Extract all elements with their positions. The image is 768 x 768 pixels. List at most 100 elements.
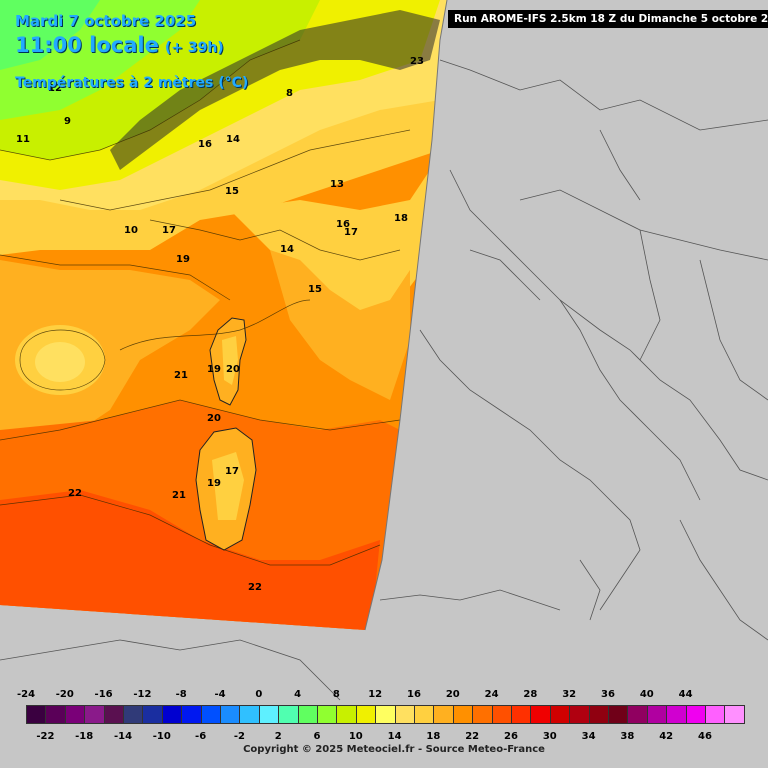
- legend-swatch: [549, 705, 571, 724]
- contour-label: 20: [207, 413, 221, 424]
- legend-tick-bottom: 14: [387, 731, 402, 742]
- legend-tick-bottom: 6: [313, 731, 321, 742]
- legend-tick-top: 0: [255, 689, 263, 700]
- legend-tick-top: -24: [16, 689, 36, 700]
- legend-tick-top: -20: [55, 689, 74, 700]
- legend-swatch: [123, 705, 144, 724]
- contour-label: 16: [336, 219, 350, 230]
- forecast-time: 11:00 locale (+ 39h): [15, 33, 224, 57]
- contour-label: 19: [207, 364, 221, 375]
- legend-swatch: [317, 705, 338, 724]
- legend-swatch: [200, 705, 221, 724]
- legend-swatch: [608, 705, 629, 724]
- legend-tick-bottom: 10: [348, 731, 363, 742]
- legend-swatch: [472, 705, 493, 724]
- legend-swatch: [375, 705, 396, 724]
- contour-label: 19: [207, 478, 221, 489]
- contour-label: 16: [198, 139, 212, 150]
- temperature-field: [0, 0, 447, 630]
- legend-swatch: [142, 705, 163, 724]
- legend-swatch: [685, 705, 706, 724]
- contour-label: 21: [174, 370, 188, 381]
- contour-label: 15: [308, 284, 322, 295]
- contour-label: 21: [172, 490, 186, 501]
- contour-label: 18: [394, 213, 408, 224]
- legend-swatch: [588, 705, 609, 724]
- legend-swatch: [84, 705, 105, 724]
- contour-label: 14: [280, 244, 294, 255]
- legend-swatch: [26, 705, 47, 724]
- legend-swatch: [161, 705, 183, 724]
- contour-label: 14: [226, 134, 240, 145]
- run-info: Run AROME-IFS 2.5km 18 Z du Dimanche 5 o…: [448, 10, 768, 28]
- legend-tick-bottom: -2: [233, 731, 245, 742]
- contour-label: 20: [226, 364, 240, 375]
- legend-tick-bottom: 38: [620, 731, 635, 742]
- contour-label: 17: [344, 227, 358, 238]
- contour-label: 17: [162, 225, 176, 236]
- contour-label: 15: [225, 186, 239, 197]
- legend-swatch: [394, 705, 415, 724]
- local-time: 11:00 locale: [15, 33, 159, 57]
- lead-time: (+ 39h): [164, 40, 224, 56]
- legend-swatch: [569, 705, 590, 724]
- legend-tick-top: 32: [562, 689, 577, 700]
- contour-label: 22: [68, 488, 82, 499]
- contour-label: 8: [286, 88, 293, 99]
- legend-tick-bottom: -10: [152, 731, 171, 742]
- legend-swatch: [627, 705, 648, 724]
- legend-tick-top: -16: [94, 689, 113, 700]
- legend-tick-bottom: -22: [36, 731, 55, 742]
- legend-tick-bottom: 26: [504, 731, 518, 742]
- contour-label: 19: [176, 254, 190, 265]
- legend-swatch: [239, 705, 260, 724]
- legend-tick-bottom: -18: [75, 731, 94, 742]
- legend-tick-top: 44: [678, 689, 693, 700]
- legend-swatch: [64, 705, 86, 724]
- legend-tick-top: 8: [332, 689, 340, 700]
- legend-swatch: [666, 705, 687, 724]
- contour-label: 23: [410, 56, 424, 67]
- legend-tick-bottom: 46: [698, 731, 712, 742]
- contour-label: 17: [225, 466, 239, 477]
- copyright: Copyright © 2025 Meteociel.fr - Source M…: [243, 744, 545, 755]
- legend-tick-top: -12: [133, 689, 152, 700]
- legend-swatch: [491, 705, 512, 724]
- parameter-title: Températures à 2 mètres (°C): [15, 75, 249, 91]
- forecast-date: Mardi 7 octobre 2025: [15, 12, 197, 30]
- contour-labels: 9 12 11 13 14 15 16 10 8 17 19 14 15 23 …: [16, 56, 424, 593]
- legend-swatch: [220, 705, 241, 724]
- contour-label: 11: [16, 134, 30, 145]
- country-borders: [0, 59, 768, 701]
- legend-swatch: [336, 705, 357, 724]
- legend-tick-bottom: -6: [195, 731, 207, 742]
- legend-swatch: [103, 705, 124, 724]
- legend-swatch: [45, 705, 66, 724]
- contour-label: 22: [248, 582, 262, 593]
- legend-tick-top: 16: [407, 689, 421, 700]
- legend-tick-top: 4: [294, 689, 302, 700]
- legend-swatch: [530, 705, 551, 724]
- legend-tick-top: 24: [484, 689, 499, 700]
- legend-tick-bottom: 34: [581, 731, 596, 742]
- legend-swatch: [705, 705, 726, 724]
- legend-tick-top: 36: [601, 689, 615, 700]
- legend-swatch: [355, 705, 377, 724]
- legend-tick-top: 40: [639, 689, 654, 700]
- legend-swatch: [414, 705, 435, 724]
- legend-tick-bottom: 2: [274, 731, 282, 742]
- legend-swatch: [278, 705, 299, 724]
- legend-swatch: [646, 705, 668, 724]
- domain-edge: [364, 0, 448, 631]
- legend-tick-top: 28: [523, 689, 538, 700]
- legend-swatch: [258, 705, 280, 724]
- contour-label: 9: [64, 116, 71, 127]
- legend-tick-top: 20: [445, 689, 460, 700]
- legend-swatch: [433, 705, 454, 724]
- legend-swatch: [724, 705, 745, 724]
- contour-label: 12: [48, 83, 62, 94]
- color-legend: -24 -20 -16 -12 -8 -4 0 4 8 12 16 20 24 28 32 36 40 44 -22…: [0, 686, 768, 768]
- legend-tick-bottom: 30: [542, 731, 557, 742]
- legend-tick-top: 12: [368, 689, 383, 700]
